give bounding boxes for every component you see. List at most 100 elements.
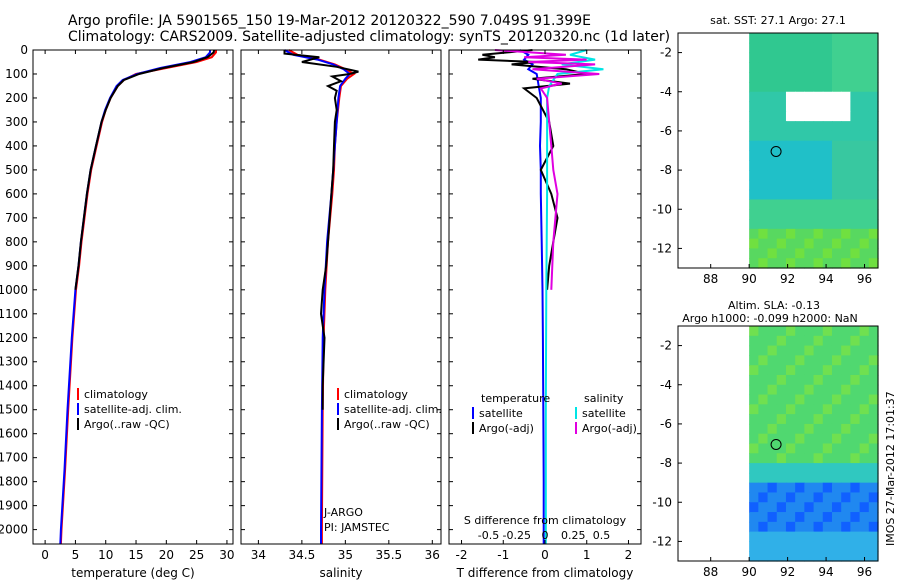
sst_map-cell [795,140,805,152]
sst_map-cell [813,209,824,220]
sst_map-cell [804,160,815,171]
sst_map-cell [813,130,824,142]
sla_map-cell [868,472,879,484]
sla_map-cell [841,404,851,415]
sst_map-cell [822,238,833,250]
sla_map-cell [850,414,861,425]
sst_map-ytick-label: -12 [652,241,672,255]
sla_map-cell [813,433,824,445]
sst_map-cell [859,101,870,112]
sst_map-cell [831,111,842,122]
sla_map-cell [868,335,879,347]
sst_map-cell [776,111,787,122]
sst_map-cell [758,81,769,93]
sst_map-cell [868,111,879,122]
sla_map-cell [850,404,861,415]
sla_map-cell [749,384,759,396]
sla_map-cell [804,423,815,435]
sst_map-cell [841,228,851,240]
sst_map-cell [758,111,769,122]
salinity-legend-label: climatology [344,388,408,401]
sst_map-cell [841,189,851,201]
sst_map-cell [776,179,787,191]
sla_map-cell [749,463,759,474]
sst_map-cell [758,219,769,230]
sla_map-cell [813,384,824,396]
sla_map-argo-marker [770,438,782,450]
sla_map-cell [859,355,870,366]
sla_map-cell [850,443,861,454]
difference-series-2 [544,49,604,544]
sla_map-cell [841,345,851,356]
sst_map-cell [776,101,787,112]
sst_map-cell [776,160,787,171]
sla_map-cell [795,512,805,523]
sst_map-cell [850,121,861,132]
sst_map-cell [831,101,842,112]
sst_map-cell [822,72,833,83]
sla_map-cell [785,374,796,386]
sst_map-cell [841,52,851,63]
sst_map-cell [767,130,778,142]
sla_map-cell [758,502,769,513]
sst_map-cell [841,42,851,54]
sla_map-cell [749,404,759,415]
sla_map-ytick-label: -8 [660,456,672,470]
sst_map-cell [831,219,842,230]
sst_map-cell [767,170,778,181]
sla_map-cell [767,326,778,337]
sla_map-cell [767,521,778,533]
sla_map-cell [822,433,833,445]
sst_map-cell [813,81,824,93]
sla_map-cell [850,551,861,562]
sla_map-cell [813,551,824,562]
sst_map-cell [749,238,759,250]
sla_map-cell [859,482,870,494]
sst_map-cell [795,42,805,54]
sst_map-xtick-label: 90 [742,272,757,286]
temperature-ytick-label: 200 [5,91,28,105]
sla_map-cell [850,453,861,464]
sla_map-cell [813,492,824,503]
sst_map-cell [822,258,833,269]
sla_map-ytick-label: -2 [660,339,672,353]
sla_map-cell [758,531,769,543]
sst_map-cell [831,199,842,210]
sla_map-cell [822,365,833,376]
sla_map-cell [841,414,851,425]
sla_map-cell [868,433,879,445]
sla_map-cell [758,453,769,464]
sst_map-cell [749,62,759,73]
diff-legend-label: Argo(-adj) [479,422,534,435]
sst_map-cell [859,42,870,54]
sst_map-cell [767,189,778,201]
sst_map-cell [785,91,796,103]
sst_map-cell [758,91,769,103]
sla_map-cell [859,512,870,523]
sst_map-cell [859,150,870,161]
sst_map-cell [841,121,851,132]
sst_map-cell [767,33,778,44]
sst_map-cell [804,140,815,152]
temperature-ytick-label: 900 [5,259,28,273]
sla_map-cell [841,335,851,347]
sla_map-cell [841,355,851,366]
sla_map-cell [822,335,833,347]
sst_map-cell [868,209,879,220]
temperature-ytick-label: 1100 [0,307,28,321]
sla_map-cell [831,374,842,386]
sla_map-cell [749,551,759,562]
sst_map-cell [813,33,824,44]
sla_map-cell [804,492,815,503]
sla_map-cell [850,335,861,347]
sla_map-cell [822,453,833,464]
salinity-legend-label: Argo(..raw -QC) [344,418,430,431]
sla_map-cell [804,472,815,484]
sla_map-xtick-label: 88 [703,565,718,579]
sst_map-cell [749,209,759,220]
sla_map-cell [767,394,778,405]
sst_map-cell [831,228,842,240]
sst_map-cell [831,238,842,250]
sst_map-cell [859,111,870,122]
sst_map-cell [813,228,824,240]
